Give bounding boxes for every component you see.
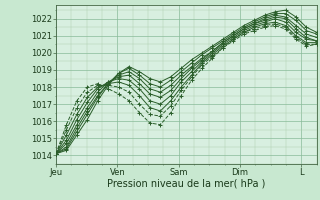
X-axis label: Pression niveau de la mer( hPa ): Pression niveau de la mer( hPa )	[107, 179, 266, 189]
